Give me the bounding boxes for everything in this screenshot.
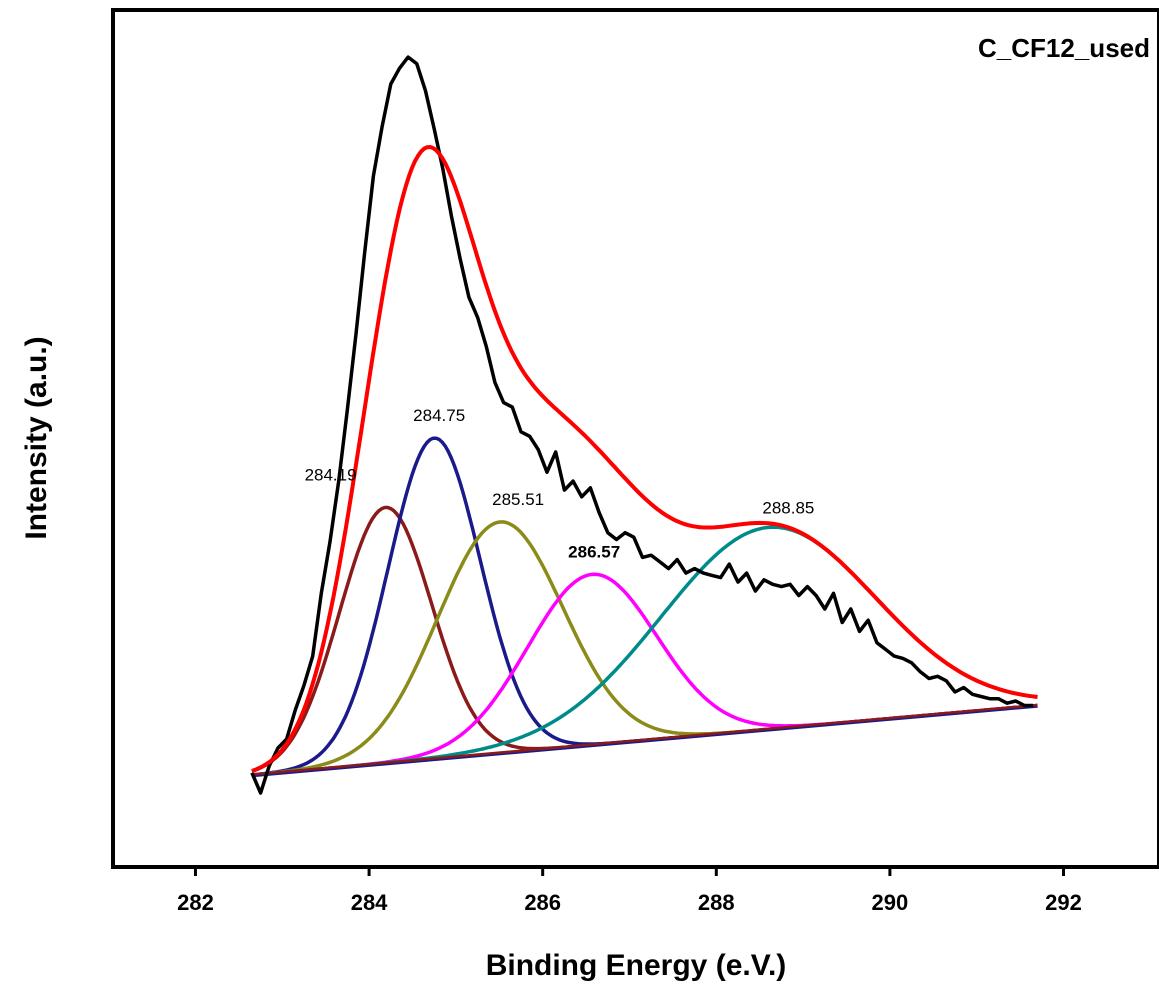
x-tick-label: 286 xyxy=(524,890,561,915)
chart-title: C_CF12_used xyxy=(978,33,1150,63)
x-tick-label: 290 xyxy=(872,890,909,915)
peak-label: 284.19 xyxy=(305,465,357,484)
x-axis-tick-labels: 282 284 286 288 290 292 xyxy=(177,890,1082,915)
baseline-line xyxy=(251,703,1038,777)
peak-286-57-curve xyxy=(251,572,1038,777)
peak-label: 288.85 xyxy=(762,498,814,517)
x-tick-label: 288 xyxy=(698,890,735,915)
measured-spectrum-line xyxy=(250,55,1034,795)
x-tick-label: 292 xyxy=(1045,890,1082,915)
peak-label: 285.51 xyxy=(492,490,544,509)
x-tick-label: 282 xyxy=(177,890,214,915)
plot-frame xyxy=(111,8,1159,869)
x-axis-label: Binding Energy (e.V.) xyxy=(486,949,787,982)
fit-envelope-line xyxy=(251,145,1038,773)
peak-label: 286.57 xyxy=(568,542,620,561)
baseline-underline xyxy=(251,706,1038,778)
x-tick-label: 284 xyxy=(351,890,388,915)
x-axis-ticks xyxy=(193,867,1066,876)
peak-label: 284.75 xyxy=(413,406,465,425)
peak-labels: 284.19 284.75 285.51 286.57 288.85 xyxy=(305,406,815,561)
series-layer xyxy=(250,55,1038,795)
y-axis-label: Intensity (a.u.) xyxy=(20,336,53,539)
